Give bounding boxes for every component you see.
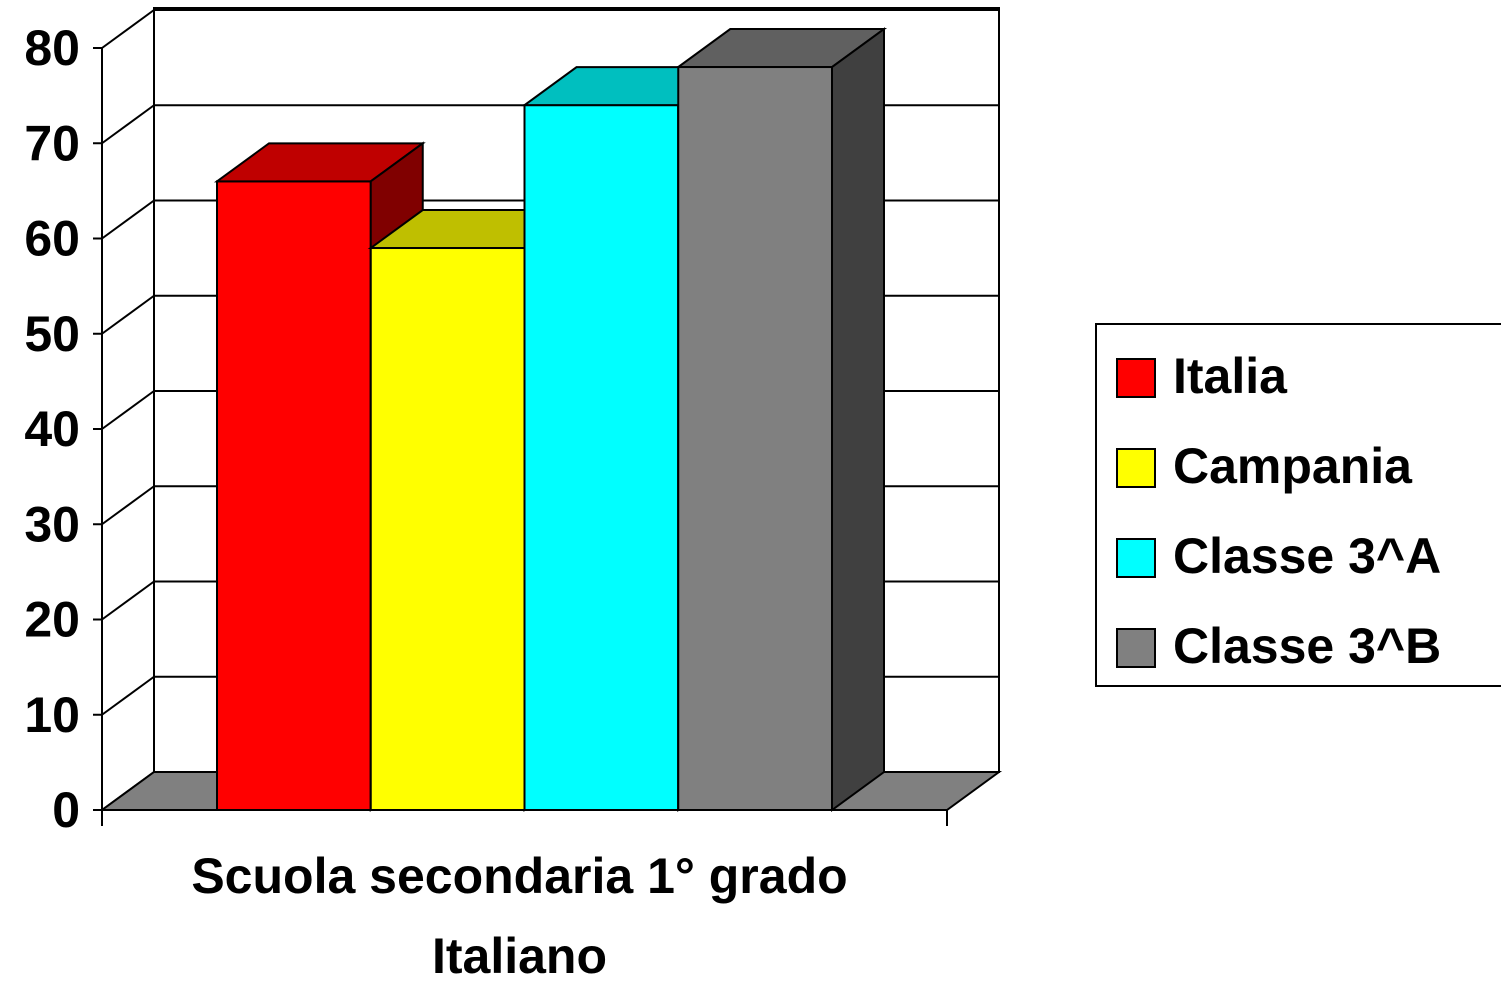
y-tick-label: 20: [24, 592, 80, 648]
bar: [523, 104, 680, 811]
side-grid-line: [101, 294, 155, 335]
legend-label: Classe 3^B: [1173, 618, 1441, 674]
y-tick-label: 10: [24, 687, 80, 743]
side-grid-line: [101, 580, 155, 621]
side-grid-line: [101, 390, 155, 430]
bar: [369, 247, 526, 811]
y-tick-label: 0: [52, 782, 80, 838]
legend: [1095, 323, 1501, 687]
x-axis-label: Italiano: [432, 928, 607, 984]
bar-side: [831, 27, 885, 812]
y-tick-label: 40: [24, 401, 80, 457]
legend-swatch: [1116, 448, 1156, 488]
x-tick-label: Scuola secondaria 1° grado: [191, 848, 847, 904]
legend-label: Campania: [1173, 438, 1413, 494]
y-tick-label: 50: [24, 306, 80, 362]
y-tick-label: 70: [24, 115, 80, 171]
legend-label: Italia: [1173, 348, 1288, 404]
legend-swatch: [1116, 538, 1156, 578]
side-grid-line: [101, 675, 155, 716]
y-tick-label: 60: [24, 211, 80, 267]
y-tick-label: 80: [24, 20, 80, 76]
y-tick-label: 30: [24, 496, 80, 552]
legend-swatch: [1116, 358, 1156, 398]
side-grid-line: [101, 104, 155, 145]
bar: [216, 180, 372, 812]
legend-swatch: [1116, 628, 1156, 668]
side-grid-line: [101, 9, 155, 49]
legend-label: Classe 3^A: [1173, 528, 1441, 584]
side-grid-line: [101, 199, 155, 240]
side-grid-line: [101, 485, 155, 526]
bar: [677, 66, 833, 812]
